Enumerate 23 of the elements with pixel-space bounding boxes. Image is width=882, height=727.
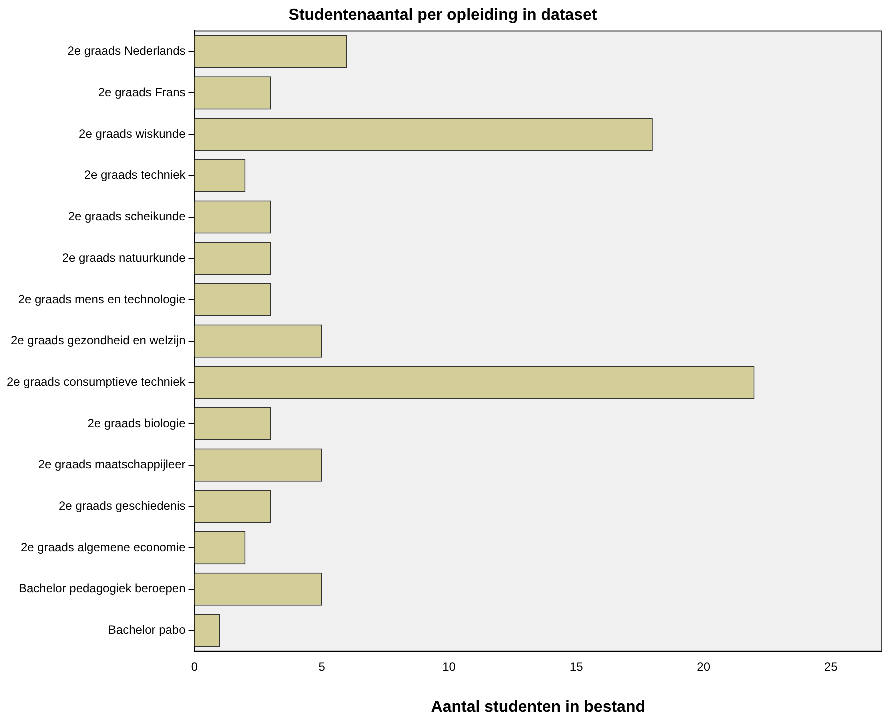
y-tick-label: 2e graads maatschappijleer <box>38 458 186 472</box>
y-tick-label: 2e graads Nederlands <box>68 44 186 58</box>
y-tick-label: 2e graads techniek <box>84 168 187 182</box>
y-tick-label: 2e graads biologie <box>88 416 186 430</box>
y-tick-label: 2e graads consumptieve techniek <box>6 374 187 389</box>
y-tick-label: 2e graads mens en technologie <box>18 292 186 306</box>
y-tick-label: 2e graads scheikunde <box>68 210 186 224</box>
y-tick-label: 2e graads natuurkunde <box>62 250 186 265</box>
x-tick-label: 10 <box>442 660 456 674</box>
x-tick-label: 5 <box>318 660 326 674</box>
y-tick-label: 2e graads algemene economie <box>20 540 186 554</box>
y-tick-label: 2e graads geschiedenis <box>59 499 186 513</box>
x-tick-label: 25 <box>824 660 838 674</box>
x-tick-label: 20 <box>697 660 711 674</box>
y-tick-label: Bachelor pedagogiek beroepen <box>18 582 186 596</box>
y-tick-label: 2e graads wiskunde <box>79 126 186 141</box>
x-tick-label: 0 <box>191 660 198 674</box>
x-tick-label: 15 <box>570 660 584 674</box>
chart-title: Studentenaantal per opleiding in dataset <box>288 7 598 24</box>
x-axis-title: Aantal studenten in bestand <box>431 698 646 716</box>
y-tick-label: 2e graads Frans <box>98 86 186 100</box>
y-tick-label: Bachelor pabo <box>108 623 186 638</box>
y-tick-label: 2e graads gezondheid en welzijn <box>10 334 186 348</box>
